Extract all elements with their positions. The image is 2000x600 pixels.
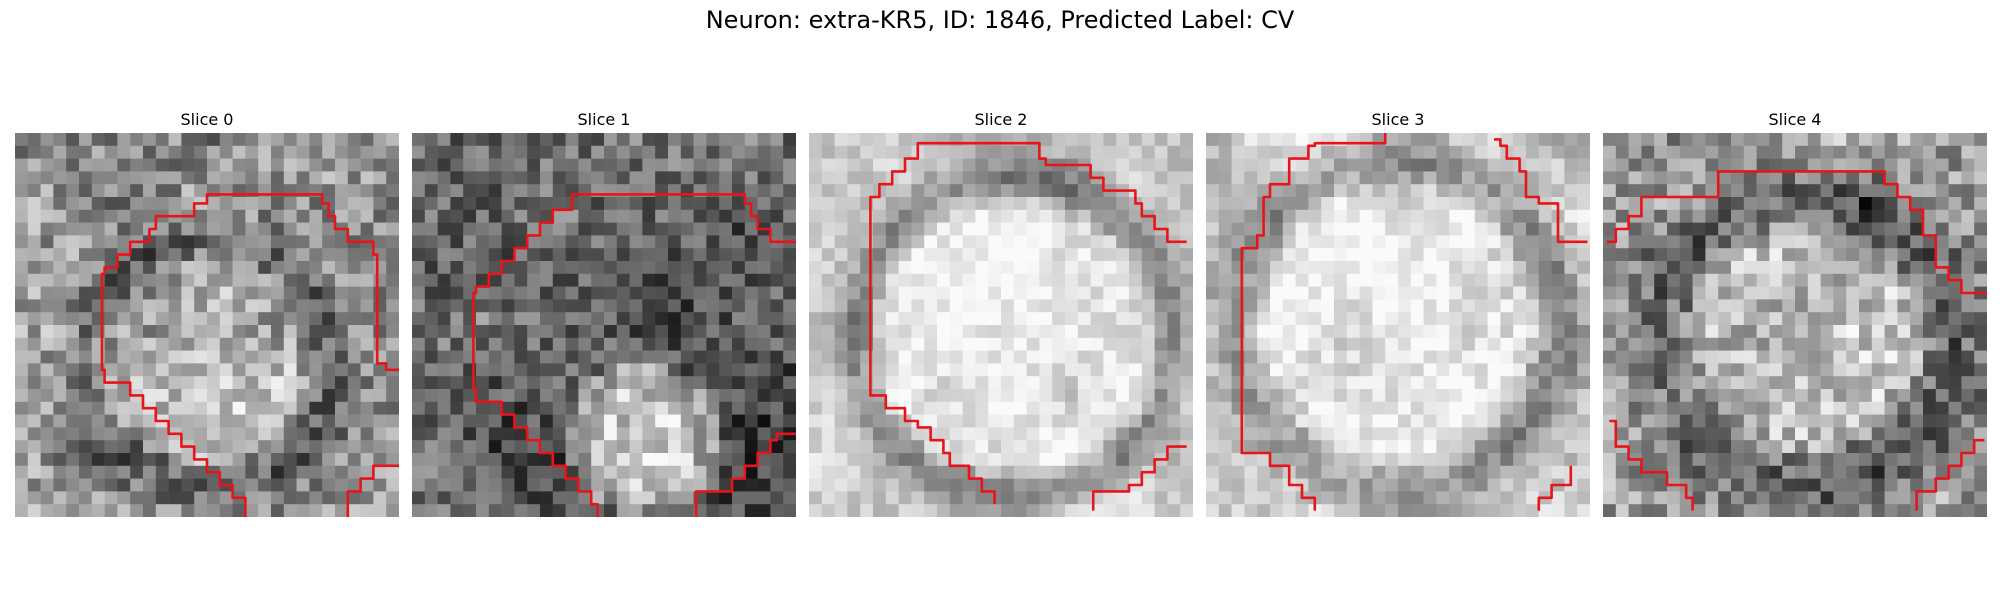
slice-panel-2: Slice 2 xyxy=(809,107,1193,517)
slice-title: Slice 0 xyxy=(180,110,234,129)
slice-panel-0: Slice 0 xyxy=(15,107,399,517)
slice-image-1 xyxy=(412,133,796,517)
slice-title: Slice 1 xyxy=(577,110,631,129)
contour-line xyxy=(1609,419,1694,511)
contour-line xyxy=(1915,438,1985,511)
slice-panel-3: Slice 3 xyxy=(1206,107,1590,517)
slice-panel-4: Slice 4 xyxy=(1603,107,1987,517)
slice-image-3 xyxy=(1206,133,1590,517)
contour-line xyxy=(472,193,796,517)
slice-image-0 xyxy=(15,133,399,517)
slice-image-2 xyxy=(809,133,1193,517)
slice-title: Slice 2 xyxy=(974,110,1028,129)
contour-line xyxy=(694,432,796,517)
contour-line xyxy=(869,141,1187,505)
contour-line xyxy=(346,464,399,517)
figure-title: Neuron: extra-KR5, ID: 1846, Predicted L… xyxy=(705,6,1295,34)
contour-line xyxy=(1240,133,1387,511)
contour-line xyxy=(1537,465,1573,511)
contour-line xyxy=(1091,445,1187,511)
slice-title: Slice 4 xyxy=(1768,110,1822,129)
slice-title: Slice 3 xyxy=(1371,110,1425,129)
slice-image-4 xyxy=(1603,133,1987,517)
contour-line xyxy=(1606,170,1987,295)
contour-line xyxy=(1494,138,1588,244)
slice-panel-1: Slice 1 xyxy=(412,107,796,517)
contour-line xyxy=(100,193,399,517)
